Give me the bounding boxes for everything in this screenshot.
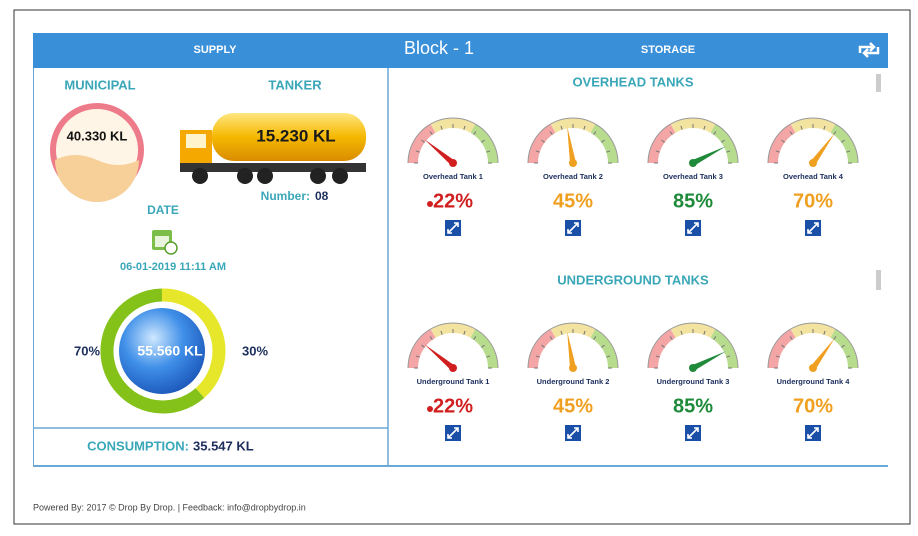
dashboard: SUPPLY Block - 1 STORAGE MUNICIPAL 40.33… bbox=[0, 0, 918, 536]
date-value: 06-01-2019 11:11 AM bbox=[120, 261, 226, 273]
group-title: OVERHEAD TANKS bbox=[572, 74, 693, 89]
tanker-value: 15.230 KL bbox=[256, 126, 335, 145]
tanker-number-label: Number: bbox=[261, 189, 310, 203]
tanker-number: 08 bbox=[315, 189, 329, 203]
ring-left: 70% bbox=[74, 343, 100, 358]
gauge-hub bbox=[689, 159, 697, 167]
gauge-hub bbox=[569, 159, 577, 167]
tank-name: Underground Tank 1 bbox=[417, 377, 490, 386]
municipal-label: MUNICIPAL bbox=[64, 77, 135, 92]
expand-icon[interactable] bbox=[565, 220, 581, 236]
storage-heading: STORAGE bbox=[641, 44, 695, 56]
expand-icon[interactable] bbox=[445, 220, 461, 236]
scrollbar[interactable] bbox=[876, 74, 881, 92]
gauge-hub bbox=[569, 364, 577, 372]
gauge-hub bbox=[449, 159, 457, 167]
alert-dot bbox=[427, 201, 433, 207]
expand-icon[interactable] bbox=[445, 425, 461, 441]
consumption-value: 35.547 KL bbox=[193, 438, 254, 453]
expand-icon[interactable] bbox=[685, 220, 701, 236]
tank-name: Overhead Tank 4 bbox=[783, 172, 844, 181]
block-title: Block - 1 bbox=[404, 38, 474, 58]
expand-icon[interactable] bbox=[805, 220, 821, 236]
gauge-hub bbox=[809, 159, 817, 167]
expand-icon[interactable] bbox=[685, 425, 701, 441]
gauge-hub bbox=[809, 364, 817, 372]
tank-name: Underground Tank 4 bbox=[777, 377, 851, 386]
tank-level: 85% bbox=[673, 190, 713, 212]
footer: Powered By: 2017 © Drop By Drop. | Feedb… bbox=[33, 502, 306, 512]
supply-heading: SUPPLY bbox=[193, 44, 237, 56]
tank-level: 70% bbox=[793, 395, 833, 417]
consumption-label: CONSUMPTION: bbox=[87, 438, 189, 453]
ring-center: 55.560 KL bbox=[137, 343, 203, 359]
expand-icon[interactable] bbox=[565, 425, 581, 441]
tank-name: Underground Tank 3 bbox=[657, 377, 730, 386]
ring-right: 30% bbox=[242, 343, 268, 358]
tank-level: 85% bbox=[673, 395, 713, 417]
tank-name: Underground Tank 2 bbox=[537, 377, 610, 386]
scrollbar[interactable] bbox=[876, 270, 881, 290]
alert-dot bbox=[427, 406, 433, 412]
gauge-hub bbox=[449, 364, 457, 372]
gauge-hub bbox=[689, 364, 697, 372]
municipal-value: 40.330 KL bbox=[67, 128, 128, 143]
tank-name: Overhead Tank 1 bbox=[423, 172, 483, 181]
expand-icon[interactable] bbox=[805, 425, 821, 441]
tank-level: 45% bbox=[553, 395, 593, 417]
municipal-tank bbox=[53, 106, 141, 202]
page: {"header": {"supply": "SUPPLY", "title":… bbox=[0, 0, 918, 536]
tank-level: 22% bbox=[433, 395, 473, 417]
tank-level: 45% bbox=[553, 190, 593, 212]
group-title: UNDERGROUND TANKS bbox=[557, 272, 709, 287]
date-label: DATE bbox=[147, 203, 179, 217]
tank-level: 22% bbox=[433, 190, 473, 212]
tank-level: 70% bbox=[793, 190, 833, 212]
tanker-label: TANKER bbox=[268, 77, 322, 92]
panel-border bbox=[33, 68, 34, 466]
tank-name: Overhead Tank 2 bbox=[543, 172, 603, 181]
tank-name: Overhead Tank 3 bbox=[663, 172, 723, 181]
